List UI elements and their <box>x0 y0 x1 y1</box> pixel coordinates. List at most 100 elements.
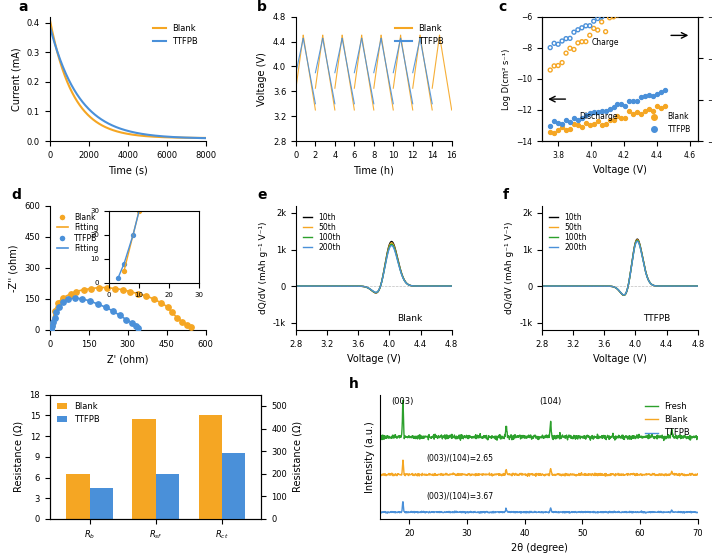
Fresh <box>376 432 384 439</box>
Point <box>126 318 137 327</box>
100th <box>622 288 631 295</box>
50th <box>387 239 396 246</box>
Point <box>588 24 600 33</box>
Text: (104): (104) <box>540 397 562 406</box>
Point <box>93 283 105 292</box>
100th <box>366 286 375 292</box>
Text: a: a <box>19 0 28 13</box>
TTFPB <box>693 509 702 516</box>
Point <box>651 102 663 111</box>
Point <box>101 283 112 292</box>
Line: Blank: Blank <box>50 20 206 138</box>
200th <box>292 283 300 290</box>
Point <box>655 88 666 97</box>
Point <box>172 313 183 322</box>
Bar <box>66 474 90 519</box>
Bar <box>199 415 221 519</box>
Point <box>596 121 607 129</box>
Point <box>556 119 567 128</box>
Point <box>604 116 615 124</box>
Text: Discharge: Discharge <box>580 112 618 121</box>
Text: Blank: Blank <box>397 314 422 323</box>
Point <box>639 91 651 100</box>
Point <box>604 104 615 113</box>
Point <box>584 121 595 129</box>
Y-axis label: Resistance (Ω): Resistance (Ω) <box>293 421 303 492</box>
Point <box>114 311 125 320</box>
100th <box>538 283 546 290</box>
Blank <box>516 471 525 478</box>
Point <box>612 1 623 9</box>
50th <box>693 283 702 290</box>
TTFPB <box>516 510 525 517</box>
50th <box>420 283 429 290</box>
Line: 10th: 10th <box>296 242 451 293</box>
Point <box>636 110 647 119</box>
10th <box>612 285 621 292</box>
Point <box>148 295 159 304</box>
Point <box>600 119 612 128</box>
Point <box>186 323 197 331</box>
10th <box>292 283 300 290</box>
Point <box>655 103 666 112</box>
Point <box>57 297 68 306</box>
100th <box>384 245 393 252</box>
Point <box>612 99 623 108</box>
100th <box>292 283 300 290</box>
Point <box>100 303 111 312</box>
Point <box>545 122 556 131</box>
Point <box>51 308 62 317</box>
Point <box>627 109 639 118</box>
Line: TTFPB: TTFPB <box>50 26 206 138</box>
Point <box>548 128 560 137</box>
Blank <box>201 134 210 141</box>
Point <box>57 294 68 302</box>
Bar <box>156 474 179 519</box>
Line: TTFPB: TTFPB <box>380 502 698 513</box>
Fresh <box>624 433 632 440</box>
Point <box>624 1 635 9</box>
Point <box>78 285 89 294</box>
Point <box>572 121 584 129</box>
Point <box>580 110 592 119</box>
50th <box>367 286 375 293</box>
Point <box>592 14 603 23</box>
Point <box>47 319 58 328</box>
Point <box>592 107 603 116</box>
Text: TTFPB: TTFPB <box>643 314 671 323</box>
200th <box>666 283 674 290</box>
TTFPB <box>46 23 54 30</box>
Point <box>608 0 619 8</box>
Blank <box>624 471 633 478</box>
Point <box>47 318 58 326</box>
Point <box>639 107 651 116</box>
Point <box>85 296 96 305</box>
TTFPB <box>130 129 138 136</box>
Blank <box>138 132 147 139</box>
Point <box>548 61 560 70</box>
Point <box>572 116 584 125</box>
Y-axis label: Intensity (a.u.): Intensity (a.u.) <box>365 421 375 493</box>
Point <box>125 287 136 296</box>
100th <box>372 289 380 296</box>
Text: h: h <box>349 377 359 391</box>
50th <box>366 286 375 292</box>
100th <box>691 283 699 290</box>
Point <box>608 103 619 112</box>
Point <box>647 107 659 116</box>
Blank <box>399 457 407 464</box>
Point <box>140 291 152 300</box>
Y-axis label: Voltage (V): Voltage (V) <box>257 52 267 106</box>
200th <box>384 246 393 253</box>
Point <box>46 325 57 334</box>
Point <box>49 307 61 316</box>
TTFPB <box>120 127 128 133</box>
Point <box>545 43 556 52</box>
50th <box>612 285 620 291</box>
200th <box>612 285 620 291</box>
Point <box>46 324 57 333</box>
200th <box>538 283 546 290</box>
Fresh <box>595 433 603 440</box>
X-axis label: Voltage (V): Voltage (V) <box>593 354 646 364</box>
Point <box>560 49 572 57</box>
